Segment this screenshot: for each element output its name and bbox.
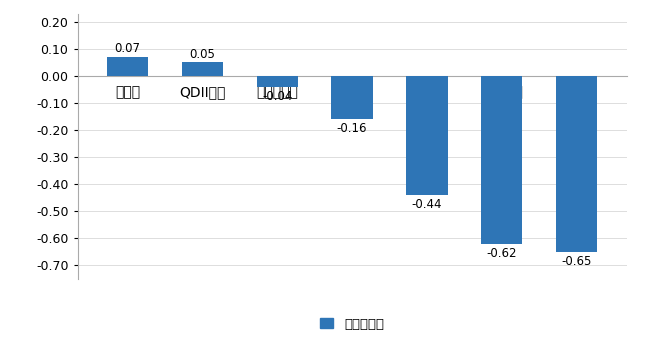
Text: -0.16: -0.16 bbox=[337, 122, 368, 135]
Bar bbox=[256, 76, 298, 87]
Legend: 周度涨跌幅: 周度涨跌幅 bbox=[320, 318, 384, 330]
Bar bbox=[107, 57, 148, 76]
Text: -0.04: -0.04 bbox=[262, 90, 293, 103]
Text: -0.65: -0.65 bbox=[561, 255, 592, 268]
Bar bbox=[182, 62, 223, 76]
Bar bbox=[331, 76, 373, 119]
Bar bbox=[481, 76, 523, 244]
Text: -0.62: -0.62 bbox=[486, 247, 517, 260]
Text: 0.05: 0.05 bbox=[189, 48, 215, 61]
Text: -0.44: -0.44 bbox=[412, 198, 442, 211]
Text: 0.07: 0.07 bbox=[114, 42, 141, 55]
Bar bbox=[406, 76, 448, 195]
Bar bbox=[556, 76, 597, 252]
